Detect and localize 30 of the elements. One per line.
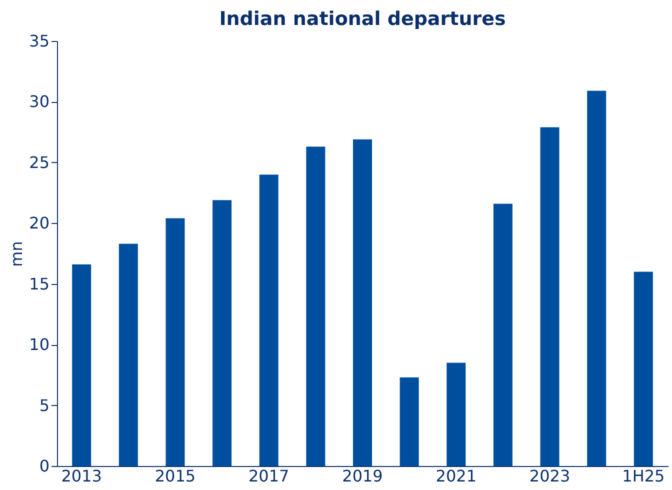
y-tick-label: 0 (39, 456, 50, 476)
bar (118, 244, 138, 466)
bar (259, 174, 278, 466)
bar (446, 362, 466, 466)
bar (353, 139, 372, 466)
bar (493, 204, 512, 466)
y-tick-label: 20 (29, 214, 50, 233)
x-tick-label: 2013 (61, 466, 102, 486)
bar (587, 90, 606, 466)
bar (166, 218, 185, 466)
y-tick-label: 10 (29, 335, 50, 354)
bar (400, 377, 419, 466)
x-tick-label: 2015 (154, 466, 196, 486)
y-tick-label: 25 (29, 152, 50, 172)
chart-title: Indian national departures (219, 8, 506, 30)
x-tick-label: 2023 (529, 466, 570, 486)
y-tick-label: 15 (29, 274, 50, 294)
x-tick-label: 2021 (436, 466, 476, 486)
bar (634, 272, 653, 466)
bar (540, 127, 560, 466)
y-tick-label: 35 (29, 32, 50, 50)
bar (212, 200, 232, 466)
x-tick-label: 2017 (248, 466, 290, 486)
y-axis-title: mn (7, 241, 26, 267)
x-tick-label: 1H25 (622, 466, 665, 486)
x-tick-label: 2019 (342, 466, 383, 486)
y-tick-label: 5 (39, 396, 50, 415)
bar (72, 264, 92, 466)
bar (306, 146, 326, 466)
y-tick-label: 30 (29, 92, 50, 112)
